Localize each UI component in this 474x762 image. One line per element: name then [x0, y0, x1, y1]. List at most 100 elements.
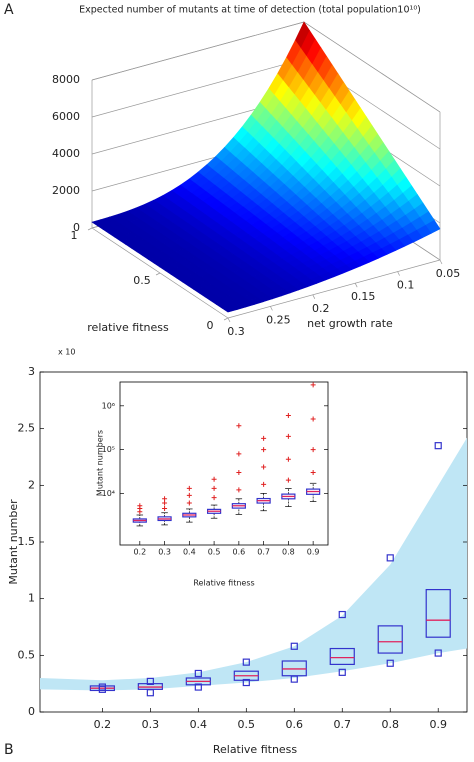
y-tick-label: 0.2	[312, 302, 330, 315]
y-tick-label: 0	[28, 705, 35, 718]
x-tick-label: 0.7	[257, 548, 270, 557]
x-tick-label: 0.3	[158, 548, 171, 557]
marker	[290, 642, 298, 650]
x-tick-label: 0.6	[232, 548, 245, 557]
inset-y-label: Mutant numbers	[96, 430, 105, 496]
y-tick-label: 10⁴	[102, 489, 115, 498]
marker	[194, 669, 202, 678]
outlier	[310, 447, 316, 453]
tick-mark	[223, 317, 229, 321]
box	[425, 588, 451, 638]
x-tick-label: 0.9	[429, 718, 447, 731]
marker	[338, 668, 346, 676]
outlier	[261, 447, 267, 453]
outlier	[186, 492, 192, 498]
y-tick-label: 0.25	[266, 313, 291, 326]
x-tick-label: 1	[71, 229, 78, 242]
x-tick-label: 0.7	[334, 718, 352, 731]
x-tick-label: 0.4	[183, 548, 196, 557]
z-tick-label: 4000	[52, 147, 80, 160]
panel-label: A	[4, 2, 14, 18]
surface: 0 2000 4000 6000 8000 0 0.5 1 0.05 0.1 0.15 0.2 0.25…	[52, 21, 461, 338]
y-tick-label: 1.5	[18, 535, 36, 548]
marker	[434, 442, 442, 450]
outlier	[261, 481, 267, 487]
marker	[194, 683, 202, 691]
outlier	[186, 485, 192, 491]
box	[377, 625, 403, 654]
x-tick-label: 0.4	[190, 718, 208, 731]
y-tick-label: 10⁶	[102, 401, 115, 410]
marker	[338, 610, 346, 619]
outlier	[261, 464, 267, 470]
y-tick-label: 1	[28, 592, 35, 605]
outlier	[236, 487, 242, 493]
tick-mark	[155, 272, 161, 276]
x-tick-label: 0.6	[286, 718, 304, 731]
outlier	[310, 382, 316, 388]
outlier	[162, 500, 168, 506]
x-tick-label: 0	[207, 319, 214, 332]
axis-multiplier: x 10	[58, 348, 75, 357]
x-tick-label: 0.2	[133, 548, 146, 557]
outlier	[261, 435, 267, 441]
x-tick-label: 0.8	[381, 718, 399, 731]
outlier	[310, 469, 316, 475]
tick-mark	[312, 294, 316, 299]
grid-line	[303, 21, 441, 113]
x-axis-label: Relative fitness	[213, 743, 298, 756]
grid-line	[91, 21, 305, 81]
chart-title: Expected number of mutants at time of de…	[79, 5, 421, 16]
outlier	[285, 433, 291, 439]
x-tick-label: 0.5	[208, 548, 221, 557]
outlier	[211, 476, 217, 482]
frame-edge	[227, 259, 441, 319]
marker	[386, 554, 394, 562]
plot-area	[119, 381, 329, 546]
y-tick-label: 0.3	[227, 325, 245, 338]
box	[329, 647, 355, 665]
tick-mark	[439, 259, 443, 265]
marker	[146, 677, 154, 686]
x-tick-label: 0.9	[307, 548, 320, 557]
marker	[146, 689, 154, 697]
y-tick-label: 0.5	[18, 648, 36, 661]
y-tick-label: 2.5	[18, 422, 36, 435]
tick-mark	[227, 317, 231, 323]
tick-mark	[354, 283, 358, 288]
marker	[290, 675, 298, 683]
z-tick-label: 6000	[52, 110, 80, 123]
outlier	[162, 496, 168, 502]
z-tick-label: 8000	[52, 73, 80, 86]
y-tick-label: 0.05	[436, 267, 461, 280]
y-tick-label: 0.1	[397, 279, 415, 292]
z-tick-label: 2000	[52, 184, 80, 197]
marker	[98, 683, 106, 691]
outlier	[236, 451, 242, 457]
y-tick-label: 0.15	[351, 290, 376, 303]
y-axis-label: net growth rate	[307, 317, 393, 330]
x-tick-label: 0.2	[94, 718, 112, 731]
marker	[242, 658, 250, 666]
inset-x-label: Relative fitness	[193, 579, 254, 588]
x-tick-label: 0.8	[282, 548, 295, 557]
marker	[242, 678, 250, 687]
outlier	[236, 469, 242, 475]
outlier	[137, 503, 143, 509]
x-axis-label: relative fitness	[87, 321, 169, 334]
x-tick-label: 0.3	[142, 718, 160, 731]
tick-mark	[270, 306, 273, 311]
grid-line	[91, 58, 305, 118]
outlier	[285, 413, 291, 419]
outlier	[310, 416, 316, 422]
x-tick-label: 0.5	[238, 718, 256, 731]
panel-label: B	[4, 742, 14, 758]
x-tick-label: 0.5	[133, 274, 151, 287]
y-axis-label: Mutant number	[7, 499, 20, 585]
outlier	[211, 495, 217, 501]
marker	[434, 649, 442, 657]
outlier	[186, 500, 192, 506]
y-tick-label: 10⁵	[102, 445, 115, 454]
